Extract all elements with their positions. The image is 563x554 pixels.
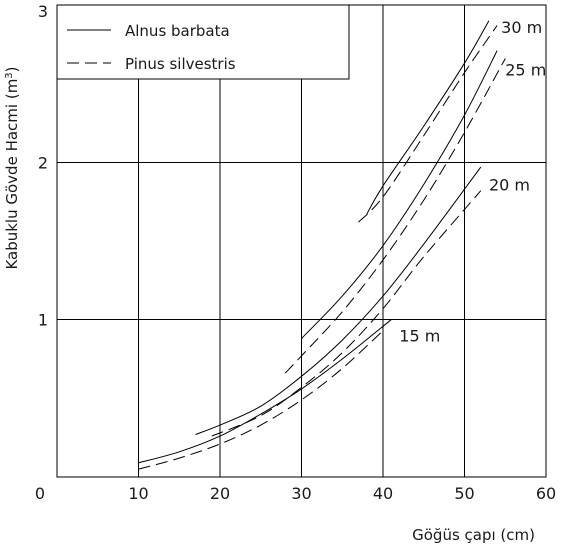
y-axis-label-sup: 3 bbox=[4, 72, 15, 78]
series-line-alnus-20m bbox=[195, 166, 482, 435]
x-tick-label-30: 30 bbox=[291, 484, 311, 503]
y-axis-label-end: ) bbox=[3, 66, 21, 72]
y-tick-label-2: 2 bbox=[38, 153, 48, 172]
x-tick-label-40: 40 bbox=[373, 484, 393, 503]
x-axis-label: Göğüs çapı (cm) bbox=[412, 526, 535, 544]
height-label-20m: 20 m bbox=[489, 175, 530, 194]
legend-box bbox=[56, 4, 350, 80]
legend-label-pinus: Pinus silvestris bbox=[125, 55, 236, 73]
y-tick-label-1: 1 bbox=[38, 311, 48, 330]
series-line-alnus-25m bbox=[301, 50, 498, 339]
grid bbox=[57, 5, 546, 477]
y-axis-label: Kabuklu Gövde Hacmi (m3) bbox=[3, 66, 21, 269]
series-line-pinus-25m bbox=[284, 58, 506, 374]
series-labels: 15 m 20 m 25 m 30 m bbox=[399, 18, 546, 345]
y-tick-label-3: 3 bbox=[38, 2, 48, 21]
series-line-pinus-30m bbox=[358, 25, 498, 223]
x-tick-label-10: 10 bbox=[128, 484, 148, 503]
series-lines bbox=[138, 20, 506, 470]
series-line-pinus-20m bbox=[211, 190, 482, 437]
legend-label-alnus: Alnus barbata bbox=[125, 22, 230, 40]
tick-labels: 0 10 20 30 40 50 60 1 2 3 bbox=[35, 2, 556, 503]
height-label-30m: 30 m bbox=[501, 18, 542, 37]
y-axis-label-main: Kabuklu Gövde Hacmi (m bbox=[3, 79, 21, 270]
series-line-pinus-15m bbox=[138, 330, 384, 470]
x-tick-label-50: 50 bbox=[454, 484, 474, 503]
x-tick-label-60: 60 bbox=[536, 484, 556, 503]
x-tick-label-20: 20 bbox=[210, 484, 230, 503]
height-label-25m: 25 m bbox=[505, 61, 546, 80]
x-tick-label-0: 0 bbox=[35, 484, 45, 503]
height-label-15m: 15 m bbox=[399, 326, 440, 345]
series-line-alnus-15m bbox=[138, 319, 392, 464]
legend: Alnus barbata Pinus silvestris bbox=[56, 4, 350, 80]
series-line-alnus-30m bbox=[366, 20, 490, 215]
